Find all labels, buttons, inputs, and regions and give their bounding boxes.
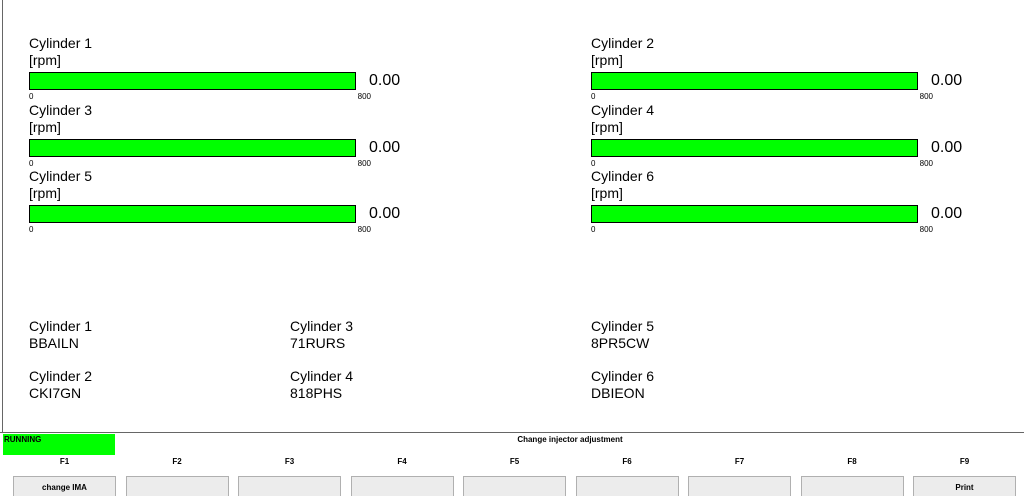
gauge-unit: [rpm] — [591, 52, 623, 68]
gauge-value: 0.00 — [931, 138, 963, 156]
gauge-max: 800 — [919, 225, 933, 234]
gauge-bar — [591, 72, 918, 90]
gauge-name: Cylinder 5 — [29, 168, 93, 184]
function-button[interactable]: Print — [913, 476, 1016, 496]
gauge-unit: [rpm] — [29, 118, 61, 135]
gauge-unit: [rpm] — [29, 185, 61, 201]
code-name: Cylinder 4 — [290, 368, 354, 384]
gauge-min: 0 — [29, 225, 34, 234]
gauge-unit: [rpm] — [591, 185, 623, 201]
gauge-value: 0.00 — [931, 72, 963, 89]
code-name: Cylinder 2 — [29, 368, 93, 384]
function-button[interactable] — [688, 476, 791, 496]
gauge-bar — [29, 138, 356, 157]
gauge-bar — [29, 72, 356, 90]
gauge-name: Cylinder 1 — [29, 35, 93, 51]
gauge-min: 0 — [591, 158, 596, 168]
code-value: CKI7GN — [29, 385, 82, 401]
gauge-bar — [29, 205, 356, 223]
gauge-name: Cylinder 2 — [591, 35, 655, 51]
gauge-max: 800 — [357, 92, 371, 101]
screen-title: Change injector adjustment — [517, 435, 623, 444]
code-value: 71RURS — [290, 335, 346, 351]
function-button[interactable] — [575, 476, 679, 496]
function-button[interactable] — [800, 476, 904, 496]
status-text: RUNNING — [4, 435, 42, 444]
code-name: Cylinder 6 — [591, 368, 655, 384]
gauge-value: 0.00 — [369, 138, 401, 156]
function-button[interactable] — [238, 476, 341, 496]
function-key-name: F5 — [509, 457, 520, 466]
left-border — [2, 0, 3, 432]
gauge-max: 800 — [357, 158, 371, 168]
code-name: Cylinder 1 — [29, 318, 93, 334]
code-value: 8PR5CW — [591, 335, 650, 351]
function-button[interactable] — [350, 476, 454, 496]
gauge-name: Cylinder 6 — [591, 168, 655, 184]
function-key-name: F7 — [734, 457, 745, 466]
gauge-min: 0 — [29, 92, 34, 101]
gauge-name: Cylinder 4 — [591, 101, 655, 118]
code-value: BBAILN — [29, 335, 79, 351]
gauge-value: 0.00 — [369, 205, 401, 222]
gauge-min: 0 — [591, 92, 596, 101]
gauge-value: 0.00 — [931, 205, 963, 222]
gauge-max: 800 — [919, 158, 933, 168]
function-key-name: F2 — [172, 457, 182, 466]
gauge-unit: [rpm] — [29, 52, 61, 68]
gauge-value: 0.00 — [369, 72, 401, 89]
code-name: Cylinder 5 — [591, 318, 655, 334]
code-value: 818PHS — [290, 385, 343, 401]
gauge-min: 0 — [591, 225, 596, 234]
status-box — [3, 434, 115, 455]
gauge-name: Cylinder 3 — [29, 101, 93, 118]
code-value: DBIEON — [591, 385, 645, 401]
divider — [0, 432, 1024, 433]
gauge-max: 800 — [919, 92, 933, 101]
function-key-name: F4 — [397, 457, 407, 466]
function-button[interactable] — [463, 476, 566, 496]
code-name: Cylinder 3 — [290, 318, 354, 334]
function-button[interactable]: change IMA — [13, 476, 116, 496]
gauge-bar — [591, 205, 918, 223]
function-key-name: F8 — [847, 457, 857, 466]
function-button[interactable] — [125, 476, 229, 496]
function-key-name: F6 — [622, 457, 632, 466]
function-key-name: F9 — [959, 457, 970, 466]
gauge-bar — [591, 138, 918, 157]
gauge-unit: [rpm] — [591, 118, 623, 135]
gauge-min: 0 — [29, 158, 34, 168]
gauge-max: 800 — [357, 225, 371, 234]
function-key-name: F1 — [59, 457, 70, 466]
function-key-name: F3 — [284, 457, 295, 466]
